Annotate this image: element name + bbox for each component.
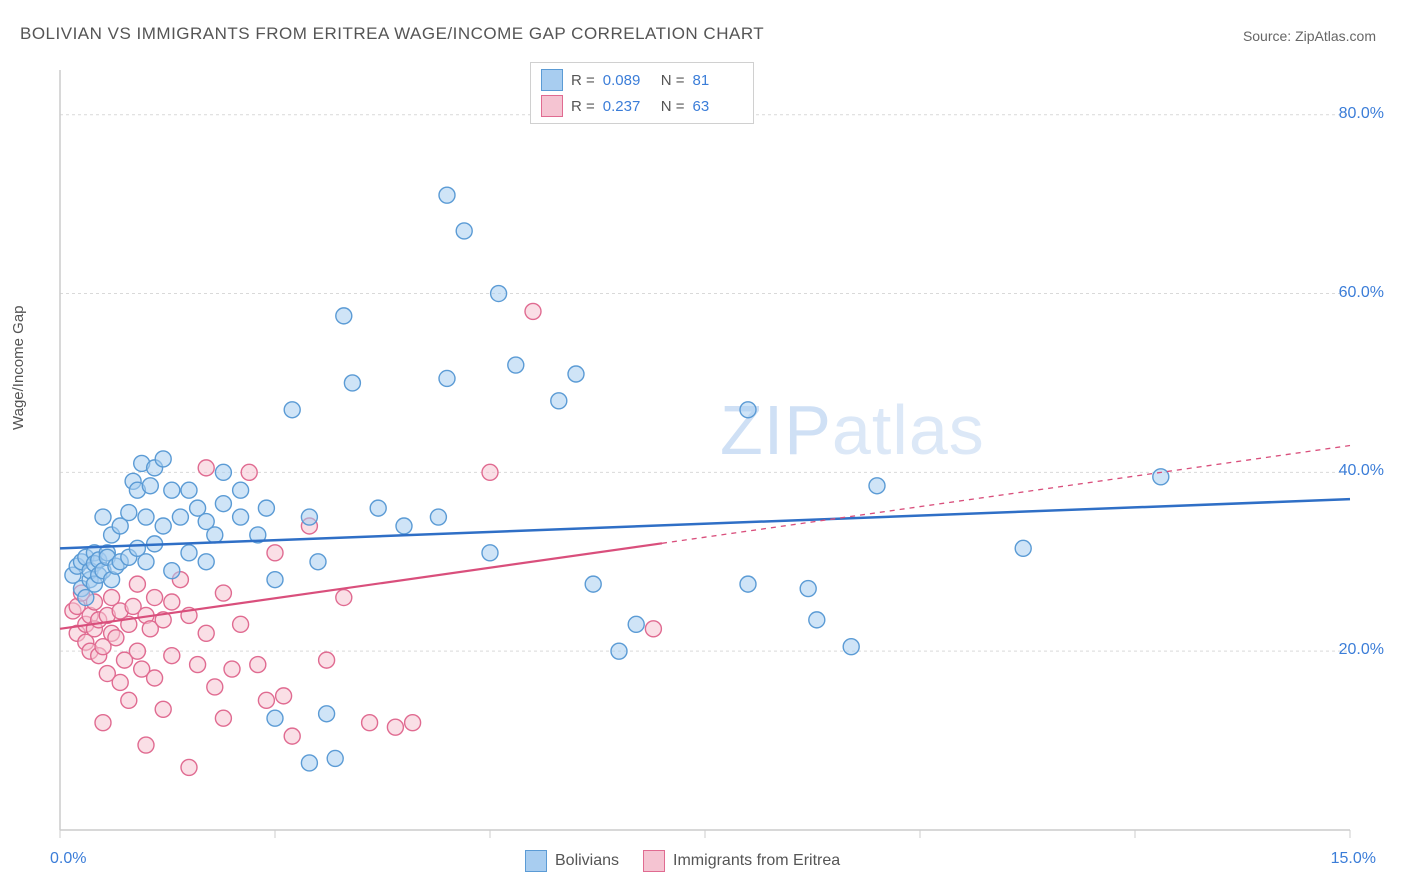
legend-label-bolivians: Bolivians: [555, 852, 619, 870]
x-axis-max-label: 15.0%: [1331, 850, 1376, 868]
chart-title: BOLIVIAN VS IMMIGRANTS FROM ERITREA WAGE…: [20, 24, 764, 44]
n-label: N =: [661, 72, 685, 89]
y-axis-label: Wage/Income Gap: [10, 305, 27, 430]
source-link[interactable]: ZipAtlas.com: [1295, 28, 1376, 44]
legend-label-eritrea: Immigrants from Eritrea: [673, 852, 840, 870]
swatch-eritrea: [541, 95, 563, 117]
source-prefix: Source:: [1243, 28, 1295, 44]
x-axis-min-label: 0.0%: [50, 850, 86, 868]
legend-item-eritrea: Immigrants from Eritrea: [643, 850, 840, 872]
r-label: R =: [571, 72, 595, 89]
swatch-bolivians: [541, 69, 563, 91]
r-label: R =: [571, 98, 595, 115]
y-tick-label: 60.0%: [1339, 284, 1384, 302]
swatch-bolivians: [525, 850, 547, 872]
source-attribution: Source: ZipAtlas.com: [1243, 28, 1376, 44]
legend-row-bolivians: R = 0.089 N = 81: [541, 67, 743, 93]
n-value-eritrea: 63: [693, 98, 743, 115]
n-value-bolivians: 81: [693, 72, 743, 89]
y-tick-label: 20.0%: [1339, 641, 1384, 659]
scatter-chart: [50, 60, 1380, 850]
r-value-eritrea: 0.237: [603, 98, 653, 115]
y-tick-label: 80.0%: [1339, 105, 1384, 123]
legend-item-bolivians: Bolivians: [525, 850, 619, 872]
r-value-bolivians: 0.089: [603, 72, 653, 89]
y-tick-label: 40.0%: [1339, 462, 1384, 480]
correlation-legend: R = 0.089 N = 81 R = 0.237 N = 63: [530, 62, 754, 124]
n-label: N =: [661, 98, 685, 115]
swatch-eritrea: [643, 850, 665, 872]
series-legend: Bolivians Immigrants from Eritrea: [525, 850, 840, 872]
legend-row-eritrea: R = 0.237 N = 63: [541, 93, 743, 119]
chart-area: [50, 60, 1380, 850]
